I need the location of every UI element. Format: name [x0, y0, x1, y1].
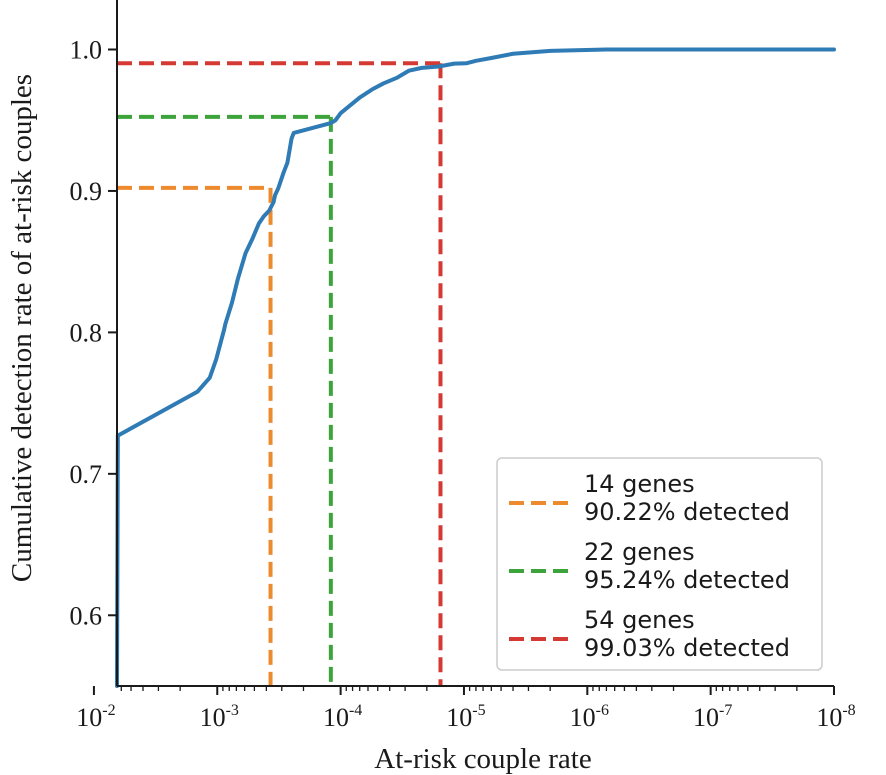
x-tick-label-4: 10-6 — [570, 702, 609, 732]
x-axis-title: At-risk couple rate — [374, 743, 591, 775]
x-tick-exponent: -5 — [472, 702, 485, 719]
reference-lines — [117, 61, 443, 686]
x-tick-base: 10 — [76, 703, 102, 732]
x-tick-exponent: -2 — [102, 702, 115, 719]
legend-label-2: 54 genes — [584, 606, 695, 634]
x-tick-exponent: -7 — [719, 702, 732, 719]
x-ticks: 10-2 10-3 10-4 10-5 10-6 10-7 10-8 — [76, 686, 856, 732]
x-tick-label-6: 10-8 — [816, 702, 855, 732]
x-tick-exponent: -3 — [226, 702, 239, 719]
x-tick-label-0: 10-2 — [76, 702, 115, 732]
x-tick-exponent: -8 — [842, 702, 855, 719]
detection-curve — [115, 47, 836, 688]
y-tick-label-2: 0.8 — [70, 318, 103, 347]
x-tick-label-5: 10-7 — [693, 702, 732, 732]
legend-frame — [496, 457, 823, 671]
y-tick-label-0: 0.6 — [70, 601, 103, 630]
y-tick-label-4: 1.0 — [70, 36, 103, 65]
y-tick-label-3: 0.9 — [70, 177, 103, 206]
x-tick-base: 10 — [816, 703, 842, 732]
legend-label-0: 14 genes — [584, 470, 695, 498]
x-tick-base: 10 — [446, 703, 472, 732]
y-axis-title: Cumulative detection rate of at-risk cou… — [6, 74, 38, 582]
x-tick-base: 10 — [693, 703, 719, 732]
y-tick-label-1: 0.7 — [70, 460, 103, 489]
curve-layer — [115, 47, 836, 688]
x-tick-label-1: 10-3 — [200, 702, 239, 732]
legend-sublabel-1: 95.24% detected — [584, 566, 790, 594]
x-tick-label-3: 10-5 — [446, 702, 485, 732]
x-tick-exponent: -4 — [349, 702, 362, 719]
y-ticks: 0.6 0.7 0.8 0.9 1.0 — [70, 36, 117, 630]
x-tick-base: 10 — [200, 703, 226, 732]
x-tick-exponent: -6 — [596, 702, 609, 719]
legend-sublabel-2: 99.03% detected — [584, 634, 790, 662]
x-tick-base: 10 — [570, 703, 596, 732]
legend-sublabel-0: 90.22% detected — [584, 498, 790, 526]
x-tick-label-2: 10-4 — [323, 702, 362, 732]
x-tick-base: 10 — [323, 703, 349, 732]
legend-label-1: 22 genes — [584, 538, 695, 566]
